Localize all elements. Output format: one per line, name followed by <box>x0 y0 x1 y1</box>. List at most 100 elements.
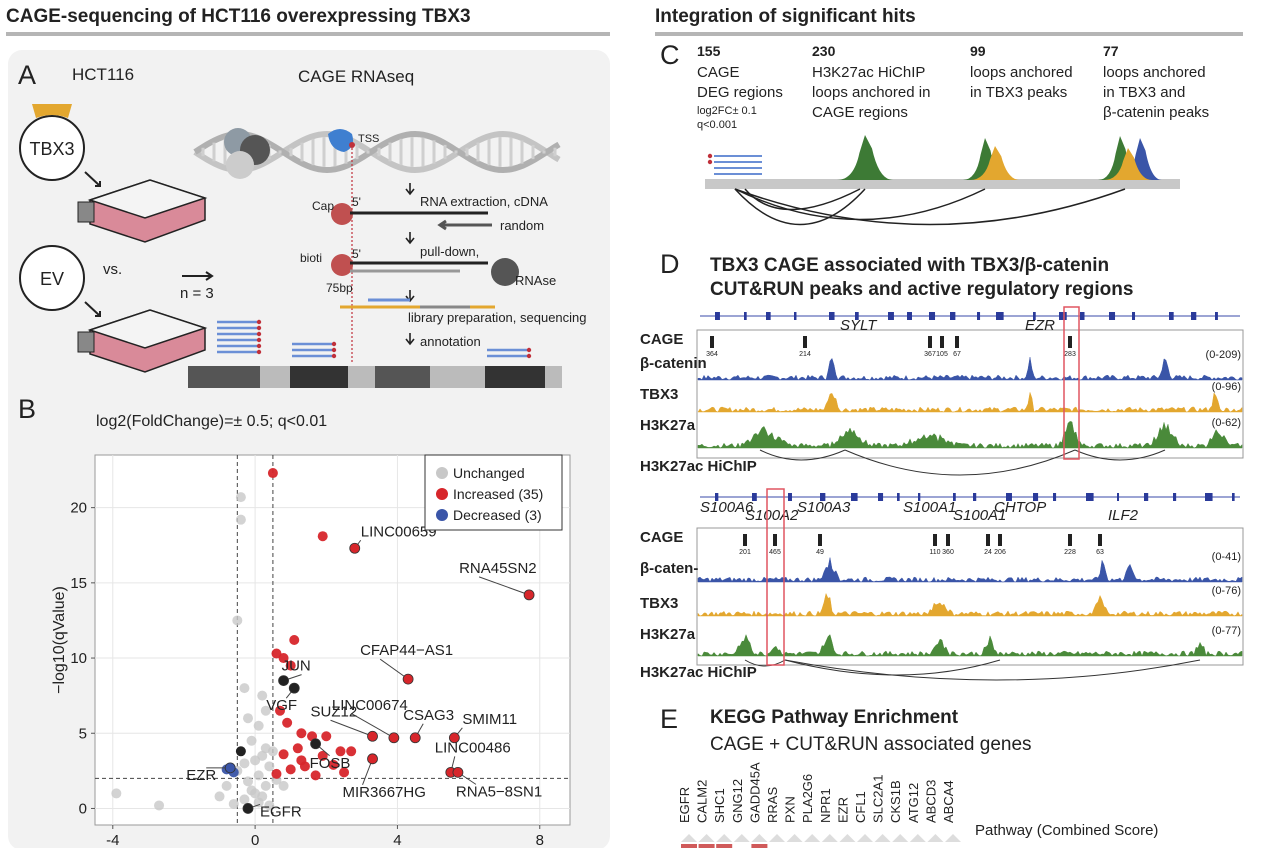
point <box>321 731 332 742</box>
browser-frame <box>696 329 1244 459</box>
track-label: CAGE <box>640 529 683 546</box>
point <box>367 730 378 742</box>
exon <box>1205 493 1213 501</box>
y-tick-label: 0 <box>79 800 87 817</box>
exon <box>715 312 720 320</box>
point <box>278 749 289 760</box>
cage-peak <box>928 336 932 348</box>
cage-count: 206 <box>994 549 1006 556</box>
count: 99 <box>970 43 986 59</box>
point <box>310 738 321 750</box>
gene-label: CALM2 <box>695 780 710 823</box>
exon <box>1191 312 1197 320</box>
cage-count: 24 <box>984 549 992 556</box>
exon <box>829 312 835 320</box>
genome-bar <box>485 366 545 388</box>
track-range: (0-77) <box>1212 625 1241 637</box>
exon <box>1173 493 1177 501</box>
read-cap <box>526 347 532 353</box>
read-cap <box>526 353 532 359</box>
panel-letter: E <box>660 704 678 734</box>
leader-line <box>351 713 395 739</box>
point <box>388 732 400 744</box>
exon <box>794 312 797 320</box>
gene-label: CFL1 <box>853 791 868 823</box>
highlight-box <box>1063 306 1080 460</box>
protein <box>226 151 254 179</box>
track-label: β-catenin <box>640 355 707 372</box>
point <box>317 750 328 761</box>
label: q<0.001 <box>697 119 737 131</box>
point <box>292 743 303 754</box>
marker <box>874 834 891 842</box>
gene-label: S100A3 <box>797 499 851 516</box>
biotin <box>331 254 353 276</box>
cage-peak <box>1098 534 1102 546</box>
point-label: CFAP44−AS1 <box>360 642 453 659</box>
track-label: H3K27ac HiChIP <box>640 664 757 681</box>
point <box>317 531 328 542</box>
cage-count: 367 <box>924 351 936 358</box>
label: log2FC± 0.1 <box>697 105 757 117</box>
cap-dot <box>349 142 355 148</box>
point-label: VGF <box>266 697 297 714</box>
marker <box>927 834 944 842</box>
read-cap <box>707 153 713 159</box>
label: in TBX3 and <box>1103 84 1185 101</box>
point-label: SUZ12 <box>311 703 358 720</box>
exon <box>715 493 719 501</box>
highlight-box <box>766 488 785 666</box>
y-tick-label: 5 <box>79 725 87 742</box>
cage-count: 49 <box>816 549 824 556</box>
point <box>235 514 246 525</box>
point <box>339 767 350 778</box>
loop-arc <box>734 188 1126 226</box>
track-range: (0-41) <box>1212 551 1241 563</box>
gene-label: S100A6 <box>700 499 754 516</box>
point <box>232 615 243 626</box>
cage-peak <box>955 336 959 348</box>
point-label: EZR <box>186 767 216 784</box>
exon <box>820 493 826 501</box>
exon <box>897 493 900 501</box>
label: loops anchored <box>1103 64 1206 81</box>
cap <box>331 203 353 225</box>
cage-peak <box>773 534 777 546</box>
browser-frame <box>696 527 1244 666</box>
label: log2(FoldChange)=± 0.5; q<0.01 <box>96 413 327 430</box>
point-label: LINC00659 <box>361 523 437 540</box>
cage-count: 214 <box>799 351 811 358</box>
exon <box>907 312 912 320</box>
y-tick-label: 20 <box>70 500 87 517</box>
point <box>239 794 250 805</box>
marker <box>751 834 768 842</box>
label: 75bp <box>326 281 353 295</box>
signal-track <box>697 592 1243 617</box>
cage-peak <box>933 534 937 546</box>
label: TSS <box>358 133 379 145</box>
point <box>278 653 289 664</box>
genome-bar <box>375 366 430 388</box>
cage-count: 110 <box>929 549 940 556</box>
gene-label: RRAS <box>765 787 780 823</box>
cage-peak <box>743 534 747 546</box>
cage-peak <box>803 336 807 348</box>
point <box>253 797 264 808</box>
marker <box>839 834 856 842</box>
legend-label: Decreased (3) <box>453 507 542 523</box>
point <box>264 800 275 811</box>
marker <box>716 834 733 842</box>
cage-peak <box>1068 534 1072 546</box>
peak <box>1098 136 1142 180</box>
cage-peak <box>940 336 944 348</box>
point <box>111 788 122 799</box>
read-cap <box>331 347 337 353</box>
y-tick-label: 15 <box>70 575 87 592</box>
point <box>346 746 357 757</box>
cage-count: 201 <box>739 549 751 556</box>
marker <box>804 834 821 842</box>
loop-arc <box>744 659 786 667</box>
rule <box>655 32 1243 36</box>
track-range: (0-96) <box>1212 381 1241 393</box>
gene-label: GNG12 <box>730 779 745 823</box>
